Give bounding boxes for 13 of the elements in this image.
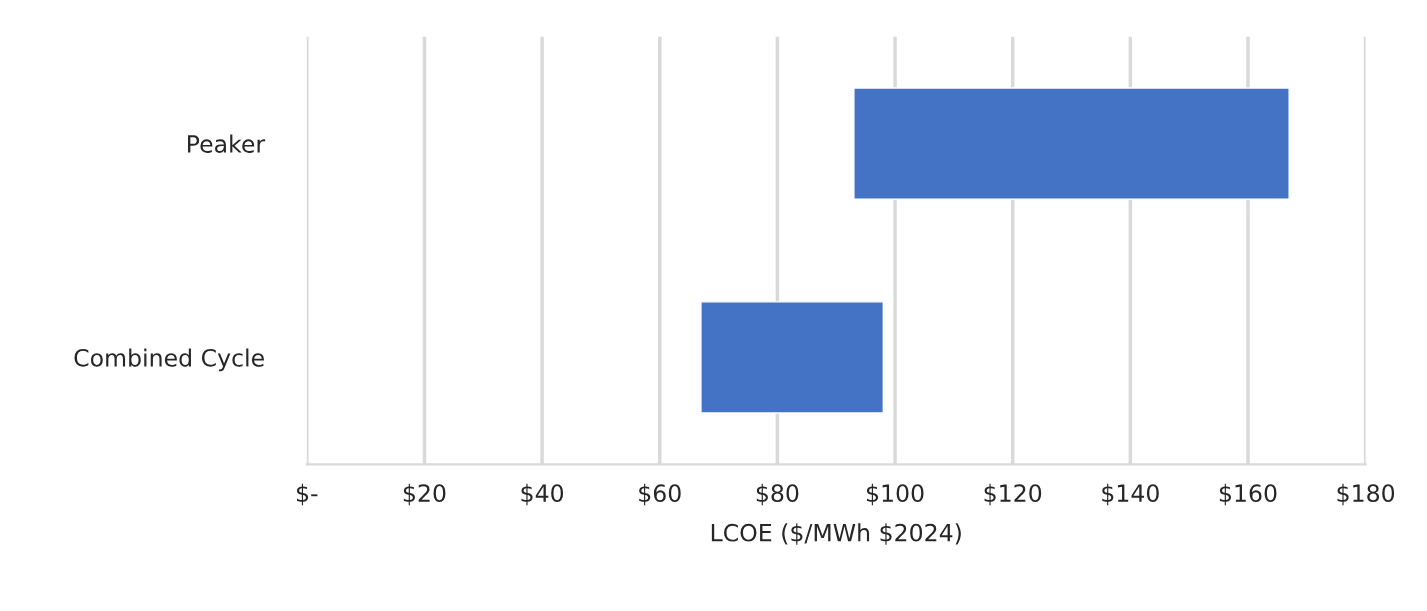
- x-tick-label: $140: [1102, 483, 1159, 506]
- x-tick-label: $80: [756, 483, 799, 506]
- x-axis-title: LCOE ($/MWh $2024): [711, 523, 961, 545]
- y-tick-label: Combined Cycle: [74, 348, 264, 372]
- y-tick-label: Peaker: [188, 134, 266, 153]
- x-tick-label: $40: [521, 483, 564, 506]
- x-tick-label: $100: [866, 483, 924, 506]
- x-tick-label: $180: [1337, 483, 1395, 506]
- x-tick-label: $60: [639, 483, 681, 506]
- x-tick-label: $160: [1219, 483, 1277, 506]
- x-tick-label: $120: [984, 483, 1042, 506]
- x-tick-label: $-: [296, 483, 318, 506]
- x-tick-label: $20: [403, 483, 446, 506]
